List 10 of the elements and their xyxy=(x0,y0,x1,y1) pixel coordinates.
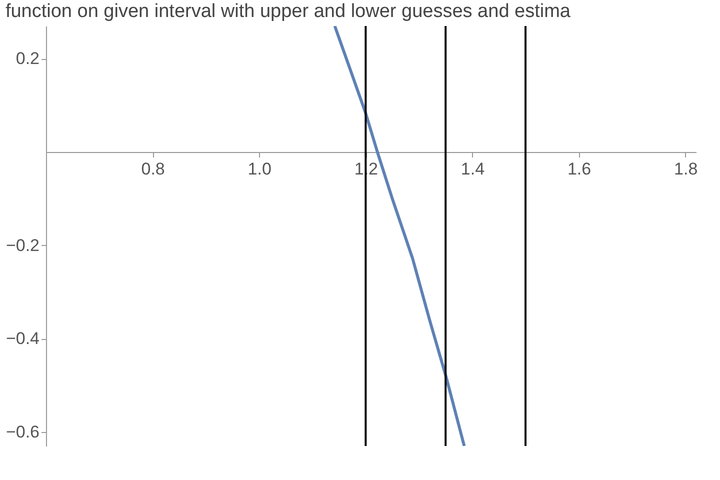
y-tick-label: −0.4 xyxy=(6,329,40,348)
x-tick-label: 1.0 xyxy=(248,160,272,178)
x-tick-label: 1.4 xyxy=(460,160,485,178)
y-tick-label: 0.2 xyxy=(16,49,40,68)
x-tick-label: 1.8 xyxy=(674,160,698,178)
y-tick-label: −0.2 xyxy=(6,236,40,255)
x-tick-label: 1.6 xyxy=(567,160,592,178)
chart-title: function on given interval with upper and lower guesses and estima xyxy=(5,1,571,22)
x-tick-label: 0.8 xyxy=(141,160,165,178)
y-tick-label: −0.6 xyxy=(6,422,40,442)
